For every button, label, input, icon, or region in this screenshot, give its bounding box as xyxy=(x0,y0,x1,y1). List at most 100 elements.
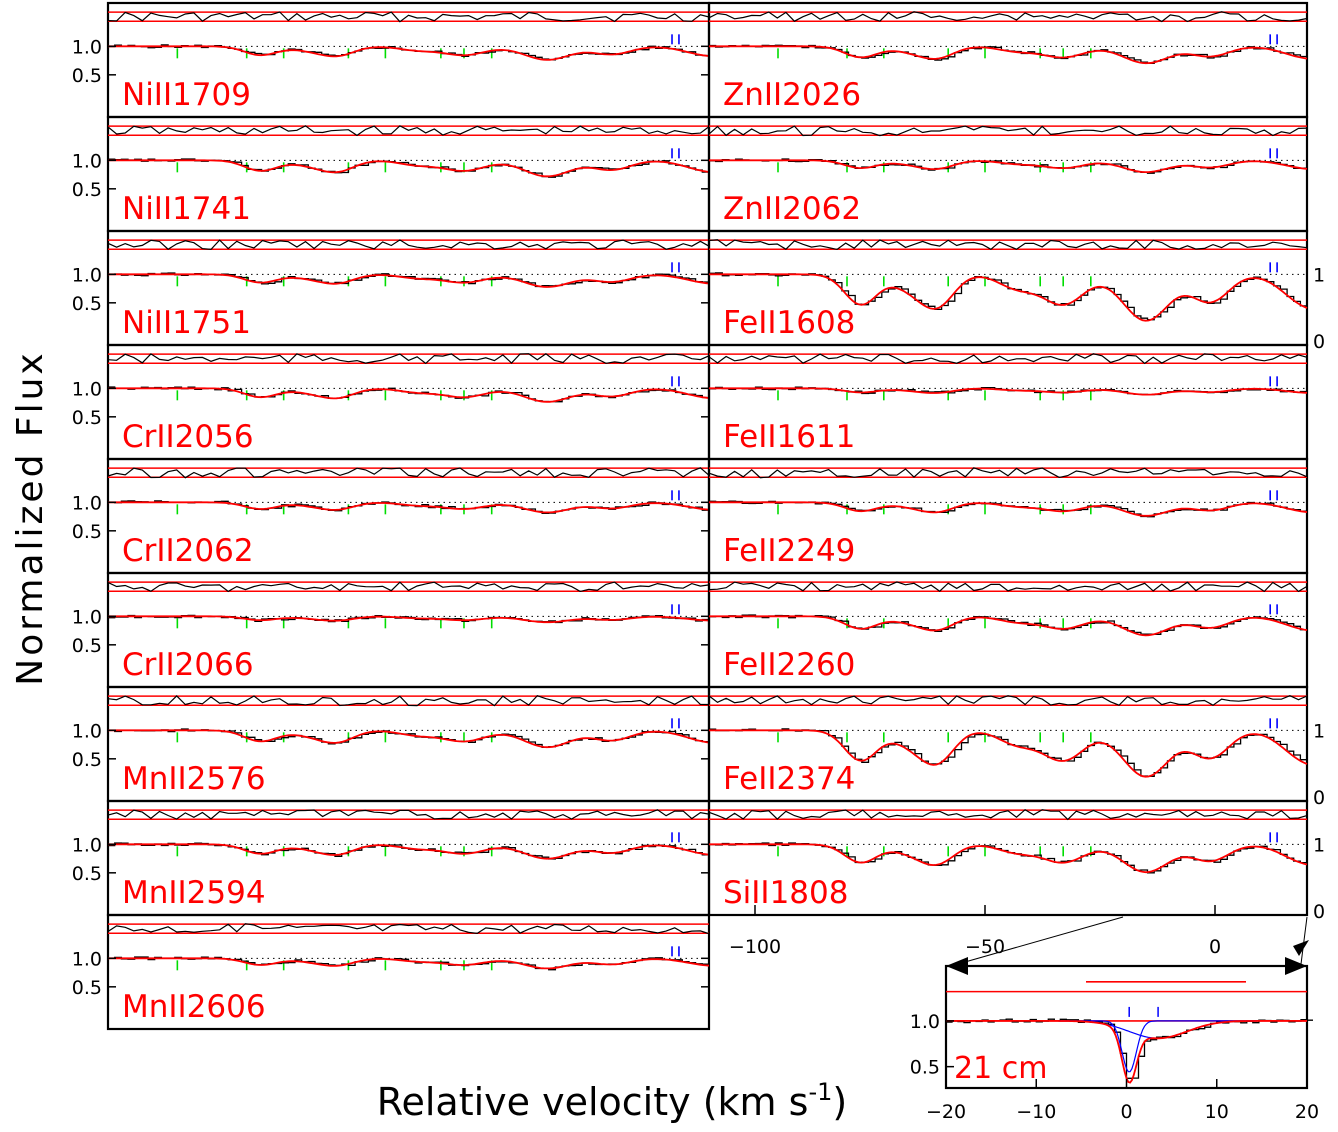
x-axis-label-main: Relative velocity (km s xyxy=(377,1080,809,1124)
panel-SiII1808: 1 0 SiII1808 xyxy=(707,799,1325,923)
panel-label: NiII1751 xyxy=(122,305,251,341)
residual-line xyxy=(708,808,1308,821)
left-column-panels: 1.0 0.5 NiII1709 1.0 0.5 NiII1741 1.0 0.5 NiII17… xyxy=(72,1,711,1031)
y-tick-label: 1.0 xyxy=(72,948,102,970)
connector-left xyxy=(957,916,1124,965)
panel-CrII2066: 1.0 0.5 CrII2066 xyxy=(72,571,711,689)
panel-CrII2062: 1.0 0.5 CrII2062 xyxy=(72,457,711,575)
right-tick-label: 0 xyxy=(1313,901,1325,923)
inset-label: 21 cm xyxy=(954,1051,1047,1086)
model-fit xyxy=(709,729,1308,778)
panel-CrII2056: 1.0 0.5 CrII2056 xyxy=(72,343,711,461)
residual-line xyxy=(107,695,710,707)
y-tick-label: 1.0 xyxy=(72,606,102,628)
panel-label: CrII2056 xyxy=(122,419,254,455)
residual-line xyxy=(107,125,710,137)
panel-label: FeII1608 xyxy=(723,305,855,341)
panel-label: NiII1741 xyxy=(122,191,251,227)
model-fit xyxy=(108,615,710,624)
panel-NiII1741: 1.0 0.5 NiII1741 xyxy=(72,115,711,233)
y-tick-label: 0.5 xyxy=(72,179,102,201)
panel-label: MnII2594 xyxy=(122,875,266,911)
model-fit xyxy=(108,843,710,860)
panel-frame xyxy=(106,913,711,1031)
y-tick-label: 1.0 xyxy=(72,150,102,172)
panel-label: CrII2062 xyxy=(122,533,254,569)
panel-FeII2374: 1 0 FeII2374 xyxy=(707,685,1325,809)
inset-y-tick-label: 1.0 xyxy=(910,1011,940,1033)
residual-line xyxy=(708,125,1308,137)
y-tick-label: 0.5 xyxy=(72,635,102,657)
model-fit xyxy=(108,273,710,288)
residual-line xyxy=(708,11,1308,23)
model-fit xyxy=(709,45,1308,65)
panel-ZnII2062: ZnII2062 xyxy=(707,115,1309,233)
y-tick-label: 1.0 xyxy=(72,264,102,286)
data-histogram xyxy=(709,44,1308,65)
y-tick-label: 0.5 xyxy=(72,293,102,315)
residual-line xyxy=(708,239,1308,251)
y-tick-label: 0.5 xyxy=(72,863,102,885)
panel-label: CrII2066 xyxy=(122,647,254,683)
residual-line xyxy=(107,239,710,251)
y-tick-label: 1.0 xyxy=(72,378,102,400)
right-tick-label: 1 xyxy=(1313,264,1325,286)
residual-line xyxy=(107,353,710,365)
panel-label: FeII1611 xyxy=(723,419,855,455)
data-histogram xyxy=(108,158,710,178)
residual-line xyxy=(107,923,710,935)
y-tick-label: 0.5 xyxy=(72,407,102,429)
inset-y-tick-label: 0.5 xyxy=(910,1057,940,1079)
panel-label: FeII2260 xyxy=(723,647,855,683)
right-tick-label: 1 xyxy=(1313,720,1325,742)
residual-line xyxy=(708,695,1308,706)
model-fit xyxy=(709,501,1308,517)
connector-right xyxy=(1300,916,1308,965)
residual-line xyxy=(107,809,710,820)
x-tick-label: −50 xyxy=(965,936,1005,958)
residual-line xyxy=(708,353,1308,365)
model-fit xyxy=(108,729,710,749)
x-axis-label-close: ) xyxy=(832,1080,847,1124)
panel-NiII1751: 1.0 0.5 NiII1751 xyxy=(72,229,711,347)
data-histogram xyxy=(709,614,1308,636)
panel-label: SiII1808 xyxy=(723,875,848,911)
model-fit xyxy=(709,387,1308,396)
inset-component-2 xyxy=(946,1020,1307,1039)
residual-line xyxy=(708,581,1308,593)
x-tick-label: 0 xyxy=(1209,936,1221,958)
y-tick-label: 0.5 xyxy=(72,65,102,87)
residual-line xyxy=(107,11,710,23)
panel-frame xyxy=(707,799,1309,917)
model-fit xyxy=(709,615,1308,637)
residual-line xyxy=(107,581,710,593)
arrowhead-left xyxy=(946,957,968,975)
model-fit xyxy=(108,501,710,514)
y-axis-label: Normalized Flux xyxy=(10,350,51,685)
panel-label: FeII2374 xyxy=(723,761,855,797)
panel-FeII2260: FeII2260 xyxy=(707,571,1309,689)
panel-FeII1611: FeII1611 xyxy=(707,343,1309,461)
right-tick-label: 0 xyxy=(1313,787,1325,809)
residual-line xyxy=(107,467,710,479)
y-tick-label: 1.0 xyxy=(72,834,102,856)
y-tick-label: 1.0 xyxy=(72,492,102,514)
panel-MnII2606: 1.0 0.5 MnII2606 xyxy=(72,913,711,1031)
data-histogram xyxy=(709,842,1308,874)
y-tick-label: 0.5 xyxy=(72,521,102,543)
y-tick-label: 0.5 xyxy=(72,977,102,999)
data-histogram xyxy=(108,842,710,860)
y-tick-label: 1.0 xyxy=(72,36,102,58)
model-fit xyxy=(108,957,710,970)
panel-MnII2576: 1.0 0.5 MnII2576 xyxy=(72,685,711,803)
right-tick-label: 1 xyxy=(1313,834,1325,856)
panel-label: FeII2249 xyxy=(723,533,855,569)
inset-connector-arrows xyxy=(946,916,1309,975)
x-axis-label: Relative velocity (km s-1) xyxy=(377,1078,847,1124)
model-fit xyxy=(709,843,1308,874)
x-axis-label-superscript: -1 xyxy=(808,1078,832,1106)
panel-MnII2594: 1.0 0.5 MnII2594 xyxy=(72,799,711,917)
panel-label: MnII2606 xyxy=(122,989,266,1025)
inset-model-fit xyxy=(946,1020,1307,1084)
